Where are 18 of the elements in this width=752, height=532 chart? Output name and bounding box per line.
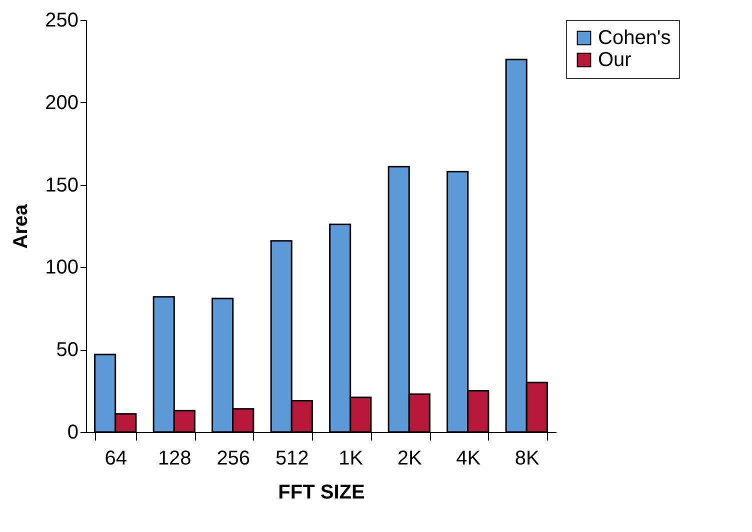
x-tick-label: 2K [397, 448, 423, 470]
x-axis-title: FFT SIZE [278, 482, 365, 504]
x-tick-label: 8K [514, 448, 540, 470]
y-tick-label: 150 [45, 174, 78, 196]
x-tick-label: 256 [216, 448, 250, 470]
y-tick-label: 50 [56, 339, 78, 362]
y-tick-label: 0 [67, 422, 78, 444]
legend-label: Our [598, 49, 632, 71]
x-tick-label: 4K [456, 448, 482, 470]
x-tick-label: 512 [275, 448, 309, 470]
y-tick-label: 200 [45, 92, 78, 114]
x-tick-label: 128 [158, 448, 192, 470]
legend-label: Cohen's [598, 27, 671, 49]
x-tick-label: 1K [338, 448, 364, 470]
y-axis-title: Area [10, 203, 32, 249]
x-tick-label: 64 [104, 448, 127, 470]
y-tick-label: 100 [45, 256, 78, 279]
y-tick-label: 250 [45, 10, 78, 32]
